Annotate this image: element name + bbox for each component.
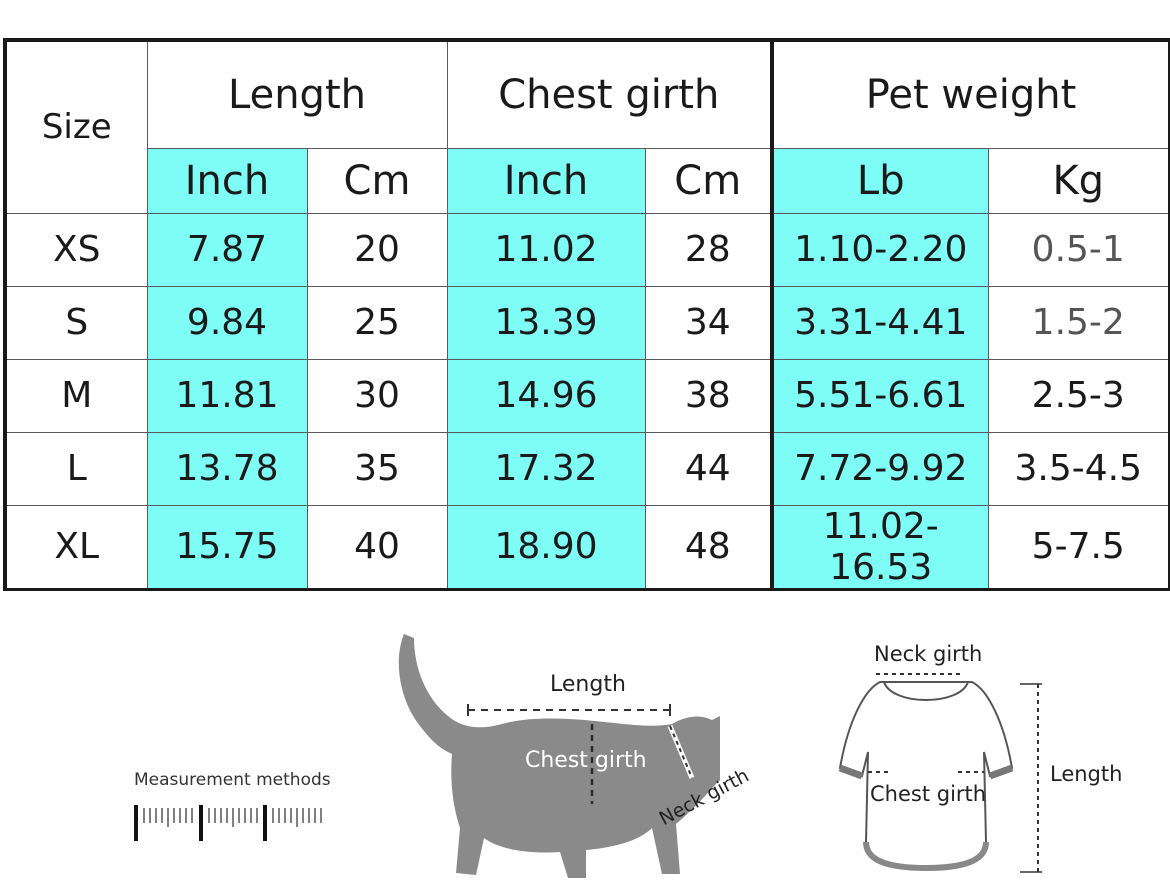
weight-kg-cell: 5-7.5 <box>987 504 1170 591</box>
size-cell: M <box>3 358 148 433</box>
table-row: L 13.78 35 17.32 44 7.72-9.92 3.5-4.5 <box>3 431 1170 506</box>
chest-inch-cell: 11.02 <box>446 212 646 287</box>
unit-chest-inch: Inch <box>446 147 646 214</box>
shirt-neck-girth-label: Neck girth <box>874 642 983 666</box>
length-cm-cell: 35 <box>306 431 448 506</box>
table-row: XS 7.87 20 11.02 28 1.10-2.20 0.5-1 <box>3 212 1170 287</box>
size-cell: XL <box>3 504 148 591</box>
weight-lb-cell: 11.02-16.53 <box>771 504 989 591</box>
length-cm-cell: 20 <box>306 212 448 287</box>
unit-weight-kg: Kg <box>987 147 1170 214</box>
chest-cm-cell: 44 <box>644 431 774 506</box>
size-cell: S <box>3 285 148 360</box>
unit-length-inch: Inch <box>146 147 308 214</box>
weight-kg-cell: 1.5-2 <box>987 285 1170 360</box>
chest-inch-cell: 13.39 <box>446 285 646 360</box>
weight-kg-cell: 3.5-4.5 <box>987 431 1170 506</box>
length-cm-cell: 40 <box>306 504 448 591</box>
cat-length-label: Length <box>550 672 626 697</box>
unit-weight-lb: Lb <box>771 147 989 214</box>
pet-shirt-icon <box>838 673 1014 872</box>
size-chart-table: Size Length Chest girth Pet weight Inch … <box>3 38 1170 591</box>
size-cell: XS <box>3 212 148 287</box>
chest-cm-cell: 48 <box>644 504 774 591</box>
shirt-length-label: Length <box>1050 762 1123 786</box>
unit-chest-cm: Cm <box>644 147 774 214</box>
length-inch-cell: 9.84 <box>146 285 308 360</box>
shirt-length-dimension-line <box>1020 683 1042 873</box>
cat-silhouette-icon <box>398 634 720 878</box>
shirt-chest-girth-label: Chest girth <box>870 782 987 806</box>
size-header: Size <box>3 38 148 214</box>
pet-weight-header: Pet weight <box>771 38 1170 149</box>
chest-inch-cell: 14.96 <box>446 358 646 433</box>
size-cell: L <box>3 431 148 506</box>
length-inch-cell: 13.78 <box>146 431 308 506</box>
length-inch-cell: 11.81 <box>146 358 308 433</box>
measurement-methods-label: Measurement methods <box>134 770 331 790</box>
unit-length-cm: Cm <box>306 147 448 214</box>
weight-lb-cell: 5.51-6.61 <box>771 358 989 433</box>
chest-cm-cell: 38 <box>644 358 774 433</box>
chest-girth-header: Chest girth <box>446 38 774 149</box>
measurement-diagram: Measurement methods Length Chest girth N… <box>0 600 1170 886</box>
weight-kg-cell: 2.5-3 <box>987 358 1170 433</box>
chest-cm-cell: 28 <box>644 212 774 287</box>
chest-inch-cell: 18.90 <box>446 504 646 591</box>
weight-kg-cell: 0.5-1 <box>987 212 1170 287</box>
length-inch-cell: 7.87 <box>146 212 308 287</box>
table-row: M 11.81 30 14.96 38 5.51-6.61 2.5-3 <box>3 358 1170 433</box>
chest-inch-cell: 17.32 <box>446 431 646 506</box>
length-cm-cell: 30 <box>306 358 448 433</box>
cat-chest-girth-label: Chest girth <box>525 748 647 773</box>
ruler-icon <box>134 805 322 841</box>
chest-cm-cell: 34 <box>644 285 774 360</box>
length-cm-cell: 25 <box>306 285 448 360</box>
weight-lb-cell: 3.31-4.41 <box>771 285 989 360</box>
length-inch-cell: 15.75 <box>146 504 308 591</box>
weight-lb-cell: 7.72-9.92 <box>771 431 989 506</box>
table-row: XL 15.75 40 18.90 48 11.02-16.53 5-7.5 <box>3 504 1170 591</box>
weight-lb-cell: 1.10-2.20 <box>771 212 989 287</box>
length-header: Length <box>146 38 448 149</box>
table-row: S 9.84 25 13.39 34 3.31-4.41 1.5-2 <box>3 285 1170 360</box>
